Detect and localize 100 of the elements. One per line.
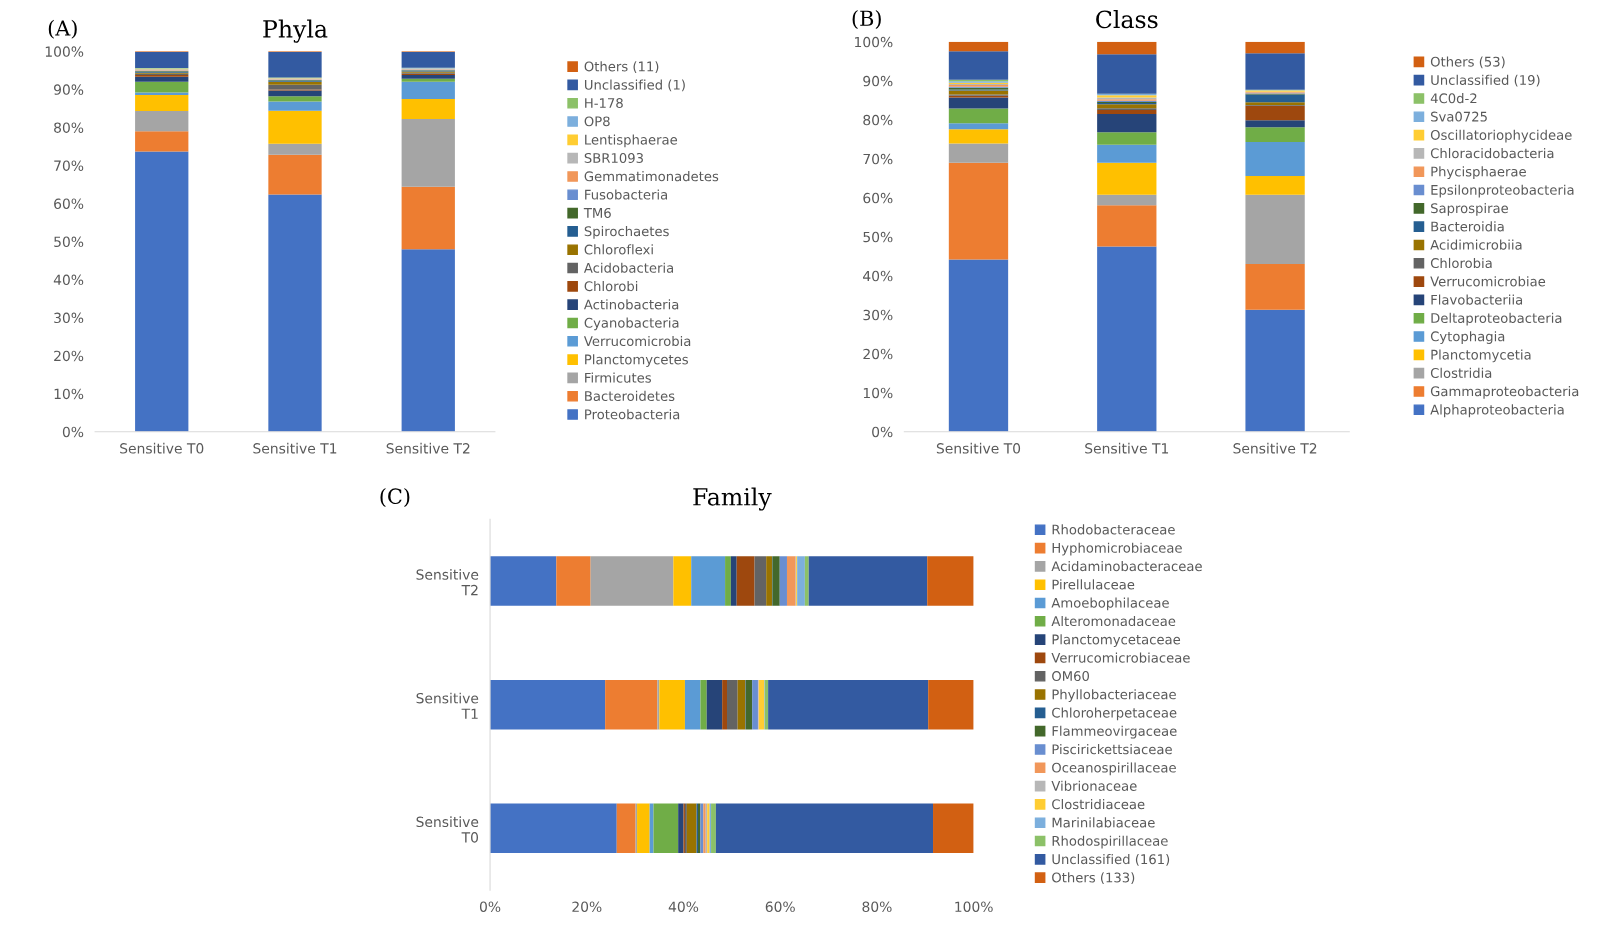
x-tick-label: 100%	[955, 901, 993, 912]
y-tick-label: 90%	[54, 84, 84, 95]
legend-label: Verrucomicrobia	[583, 335, 691, 347]
legend-label: Acidaminobacteraceae	[1051, 560, 1202, 572]
chart-title: Family	[693, 487, 772, 511]
legend-label: Rhodobacteraceae	[1052, 524, 1175, 535]
legend-label: Gammaproteobacteria	[1430, 386, 1579, 399]
legend-label: Phycisphaerae	[1431, 166, 1526, 180]
legend-label: Bacteroidia	[1431, 221, 1504, 232]
legend-label: OP8	[584, 116, 610, 127]
x-tick-label: 60%	[765, 901, 795, 912]
legend-label: TM6	[583, 207, 611, 218]
x-tick-label: Sensitive T2	[1233, 442, 1317, 454]
y-tick-label: 30%	[54, 312, 84, 324]
legend-label: Others (11)	[584, 61, 659, 73]
legend-label: Phyllobacteriaceae	[1052, 689, 1176, 702]
x-tick-label: Sensitive T0	[936, 442, 1021, 454]
y-tick-label: Sensitive T1	[416, 692, 479, 719]
legend-label: Gemmatimonadetes	[584, 171, 719, 182]
legend-label: Saprospirae	[1431, 202, 1509, 216]
legend-label: Epsilonproteobacteria	[1431, 184, 1574, 198]
chart-title: Class	[1096, 10, 1158, 29]
legend-label: Oceanospirillaceae	[1052, 762, 1176, 776]
legend-label: Spirochaetes	[584, 226, 669, 239]
legend-label: Unclassified (1)	[584, 79, 685, 92]
legend-label: Acidimicrobiia	[1430, 239, 1522, 250]
x-tick-label: 0%	[479, 901, 501, 912]
legend-label: Planctomycetaceae	[1052, 634, 1181, 647]
y-tick-label: 10%	[863, 387, 893, 399]
legend-label: Chlorobia	[1430, 257, 1492, 269]
legend-label: Hyphomicrobiaceae	[1052, 542, 1182, 556]
legend-label: Chloracidobacteria	[1430, 148, 1554, 159]
y-tick-label: Sensitive T2	[416, 569, 479, 596]
text: (A)	[48, 19, 77, 39]
text: (B)	[852, 9, 881, 30]
legend-label: Unclassified (161)	[1052, 853, 1170, 866]
legend-label: Cytophagia	[1430, 331, 1505, 344]
y-tick-label: 40%	[863, 270, 893, 282]
legend-label: Cyanobacteria	[584, 317, 679, 331]
legend-label: Proteobacteria	[585, 409, 680, 420]
x-tick-label: 20%	[572, 901, 602, 912]
legend-label: Verrucomicrobiaceae	[1051, 652, 1190, 663]
y-tick-label: 10%	[54, 388, 84, 400]
y-tick-label: 40%	[53, 274, 84, 286]
legend-label: Lentisphaerae	[585, 134, 678, 148]
legend-label: Firmicutes	[585, 372, 651, 383]
y-tick-label: Sensitive T0	[416, 816, 479, 843]
y-tick-label: 0%	[62, 426, 84, 438]
x-tick-label: Sensitive T2	[386, 442, 470, 454]
y-tick-label: 50%	[863, 231, 893, 243]
legend-label: Vibrionaceae	[1051, 780, 1137, 791]
legend-label: Oscillatoriophycideae	[1430, 129, 1572, 143]
legend-label: Chlorobi	[584, 280, 638, 292]
y-tick-label: 50%	[54, 236, 84, 248]
legend-label: Flammeovirgaceae	[1052, 725, 1177, 739]
legend-label: Sva0725	[1431, 111, 1487, 122]
legend-label: Others (133)	[1052, 872, 1135, 885]
legend-label: Flavobacteriia	[1431, 294, 1523, 305]
y-tick-label: 90%	[863, 75, 893, 87]
legend-label: 4C0d-2	[1430, 93, 1477, 104]
legend-label: Fusobacteria	[585, 189, 668, 200]
y-tick-label: 80%	[863, 114, 893, 126]
y-tick-label: 100%	[45, 46, 84, 57]
y-tick-label: 60%	[54, 198, 84, 209]
y-tick-label: 20%	[54, 350, 84, 362]
y-tick-label: 70%	[863, 153, 893, 165]
legend-label: Pirellulaceae	[1052, 579, 1135, 590]
y-tick-label: 70%	[54, 160, 84, 171]
legend-label: Marinilabiaceae	[1052, 817, 1155, 828]
legend-label: Clostridiaceae	[1052, 799, 1145, 810]
y-tick-label: 0%	[872, 426, 893, 438]
x-tick-label: Sensitive T1	[253, 442, 337, 454]
legend-label: Chloroherpetaceae	[1052, 707, 1177, 721]
legend-label: Alteromonadaceae	[1051, 615, 1176, 627]
legend-label: Alphaproteobacteria	[1430, 404, 1564, 418]
text: (C)	[380, 487, 410, 508]
legend-label: Amoebophilaceae	[1051, 597, 1169, 611]
y-tick-label: 100%	[855, 36, 893, 48]
x-tick-label: Sensitive T0	[120, 442, 204, 454]
legend-label: Planctomycetes	[585, 354, 688, 367]
legend-label: Verrucomicrobiae	[1430, 276, 1546, 287]
y-tick-label: 20%	[863, 348, 893, 360]
y-tick-label: 60%	[863, 192, 893, 204]
x-tick-label: Sensitive T1	[1085, 442, 1169, 454]
legend-label: Chloroflexi	[584, 244, 653, 255]
legend-label: Acidobacteria	[583, 262, 673, 273]
legend-label: H-178	[585, 98, 623, 109]
legend-label: Planctomycetia	[1431, 349, 1531, 363]
legend-label: Clostridia	[1430, 367, 1492, 378]
y-tick-label: 30%	[863, 309, 893, 321]
chart-title: Phyla	[263, 19, 328, 43]
y-tick-label: 80%	[54, 122, 84, 133]
legend-label: Piscirickettsiaceae	[1052, 744, 1172, 755]
legend-label: Unclassified (19)	[1431, 74, 1540, 87]
legend-label: Actinobacteria	[583, 299, 679, 310]
legend-label: Rhodospirillaceae	[1052, 835, 1168, 849]
x-tick-label: 40%	[668, 901, 699, 912]
legend-label: OM60	[1052, 671, 1090, 682]
legend-label: Others (53)	[1430, 56, 1505, 69]
legend-label: SBR1093	[584, 153, 643, 163]
